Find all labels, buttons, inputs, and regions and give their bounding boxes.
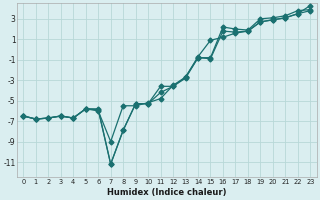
X-axis label: Humidex (Indice chaleur): Humidex (Indice chaleur) (107, 188, 227, 197)
